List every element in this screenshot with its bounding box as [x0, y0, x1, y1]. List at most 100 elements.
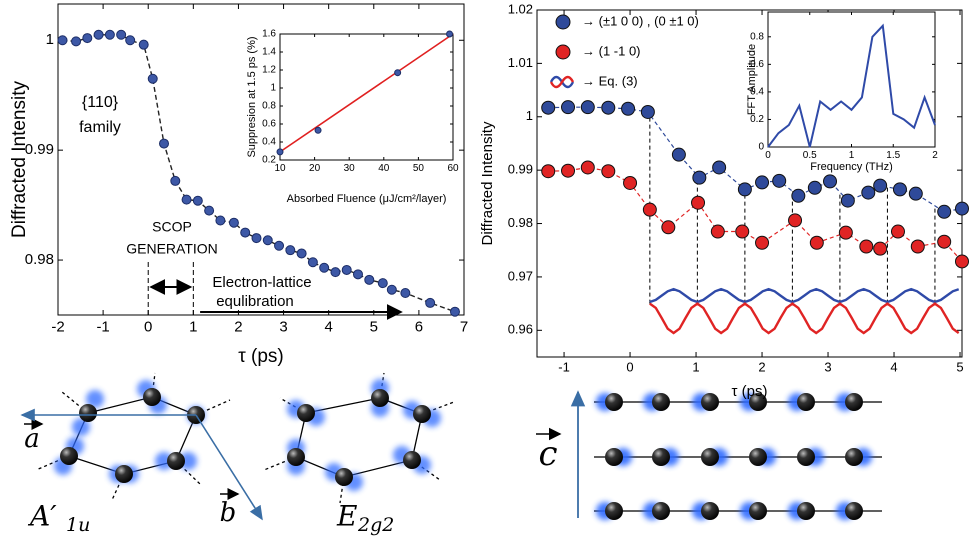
data-point: [561, 163, 576, 178]
x-tick-label: 1: [692, 359, 699, 374]
data-point: [170, 175, 181, 186]
data-point: [330, 267, 341, 278]
atom: [845, 448, 863, 466]
data-point: [910, 239, 925, 254]
atom: [797, 393, 815, 411]
x-tick-label: 2: [932, 150, 938, 161]
data-point: [240, 227, 251, 238]
atom: [297, 404, 315, 422]
atom: [335, 468, 353, 486]
data-point: [692, 170, 707, 185]
legend-label: → (±1 0 0) , (0 ±1 0): [582, 13, 699, 28]
atom: [749, 502, 767, 520]
data-point: [823, 174, 838, 189]
annotation: SCOP: [152, 219, 192, 235]
data-point: [314, 126, 322, 134]
atom: [652, 502, 670, 520]
model-curve: [649, 287, 960, 304]
data-point: [446, 30, 454, 38]
data-point: [104, 29, 115, 40]
y-axis-label: Diffracted Intensity: [479, 121, 496, 245]
fit-line: [548, 106, 963, 213]
y-tick-label: 0.99: [508, 162, 533, 177]
annotation: equlibration: [216, 293, 294, 310]
data-point: [561, 100, 576, 115]
data-point: [955, 201, 969, 216]
bond-stub: [111, 473, 125, 501]
data-point: [580, 160, 595, 175]
data-point: [364, 274, 375, 285]
atom: [605, 502, 623, 520]
atom: [371, 389, 389, 407]
atom: [605, 393, 623, 411]
annotation: GENERATION: [126, 241, 218, 257]
atom: [167, 452, 185, 470]
data-point: [449, 306, 460, 317]
data-point: [147, 73, 158, 84]
data-point: [352, 269, 363, 280]
x-tick-label: 1.5: [886, 150, 900, 161]
data-point: [400, 288, 411, 299]
y-axis-label: Suppresion at 1.5 ps (%): [246, 36, 258, 157]
x-tick-label: 20: [309, 163, 321, 174]
data-point: [661, 220, 676, 235]
data-point: [159, 138, 170, 149]
data-point: [873, 241, 888, 256]
vector-label: a: [24, 424, 40, 454]
data-point: [691, 195, 706, 210]
y-tick-label: 0.99: [25, 141, 54, 158]
data-point: [204, 205, 215, 216]
atom: [403, 451, 421, 469]
data-point: [285, 245, 296, 256]
data-point: [955, 254, 969, 269]
mode-subscript: 2g2: [357, 514, 394, 536]
x-tick-label: 60: [447, 163, 459, 174]
atom: [749, 448, 767, 466]
x-tick-label: 2: [758, 359, 765, 374]
data-point: [772, 173, 787, 188]
y-tick-label: 0.97: [508, 268, 533, 283]
x-tick-label: 50: [413, 163, 425, 174]
annotation: family: [79, 119, 121, 136]
y-tick-label: 0.98: [25, 251, 54, 268]
data-point: [82, 33, 93, 44]
data-point: [755, 235, 770, 250]
x-tick-label: 2: [234, 319, 242, 336]
x-axis-label: Absorbed Fluence (μJ/cm²/layer): [287, 193, 447, 205]
data-point: [215, 215, 226, 226]
atom: [143, 388, 161, 406]
data-point: [580, 100, 595, 115]
legend-label: → Eq. (3): [582, 73, 638, 88]
plot-frame: [279, 33, 454, 161]
data-point: [623, 175, 638, 190]
data-point: [908, 186, 923, 201]
data-point: [621, 101, 636, 116]
data-point: [541, 100, 556, 115]
y-tick-label: 1.6: [262, 29, 276, 40]
x-tick-label: -2: [51, 319, 64, 336]
x-tick-label: 40: [378, 163, 390, 174]
atom-displacement: [86, 390, 104, 408]
x-tick-label: 5: [370, 319, 378, 336]
data-point: [71, 36, 82, 47]
legend-label: → (1 -1 0): [582, 43, 641, 58]
data-point: [276, 148, 284, 156]
y-tick-label: 1: [270, 83, 276, 94]
y-tick-label: 0.4: [750, 87, 764, 98]
x-tick-label: 4: [890, 359, 897, 374]
x-tick-label: 10: [274, 163, 286, 174]
y-tick-label: 1.01: [508, 55, 533, 70]
x-axis-label: Frequency (THz): [810, 161, 893, 173]
atom-displacement: [72, 418, 90, 436]
atom: [701, 448, 719, 466]
atom: [60, 447, 78, 465]
data-point: [274, 240, 285, 251]
y-tick-label: 0: [758, 142, 764, 153]
atom: [797, 502, 815, 520]
data-point: [138, 39, 149, 50]
data-point: [181, 194, 192, 205]
atom: [79, 404, 97, 422]
data-point: [735, 224, 750, 239]
